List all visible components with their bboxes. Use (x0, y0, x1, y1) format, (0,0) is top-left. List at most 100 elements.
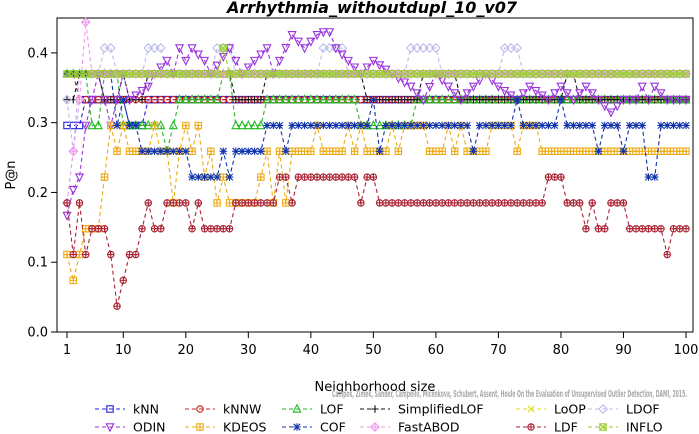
series-line (67, 73, 686, 152)
data-point (419, 199, 428, 207)
legend-item-simplifiedlof: SimplifiedLOF (360, 402, 484, 417)
data-point (675, 147, 684, 156)
data-point (600, 225, 609, 233)
data-point (650, 82, 660, 92)
data-point (438, 199, 446, 207)
data-point (207, 147, 215, 156)
data-point (99, 95, 110, 106)
data-point (413, 121, 421, 130)
data-point (94, 225, 103, 233)
data-point (575, 199, 584, 207)
data-point (425, 147, 434, 156)
data-point (512, 43, 523, 53)
data-point (138, 95, 146, 104)
data-point (563, 199, 571, 207)
data-point (669, 225, 678, 233)
data-point (650, 147, 659, 156)
data-point (619, 199, 628, 207)
data-point (288, 121, 296, 130)
data-point (213, 199, 221, 207)
data-point (606, 108, 616, 118)
data-point (400, 199, 409, 207)
data-point (275, 121, 284, 130)
data-point (80, 17, 91, 28)
legend-marker (598, 404, 608, 414)
data-point (119, 121, 128, 130)
data-point (493, 82, 504, 92)
data-point (450, 147, 459, 156)
data-point (582, 225, 590, 233)
y-tick-label: 0.3 (27, 116, 48, 131)
data-point (231, 120, 241, 130)
data-point (575, 147, 584, 156)
data-point (418, 95, 428, 106)
data-point (212, 61, 222, 71)
series-lof (62, 68, 691, 156)
data-point (174, 94, 185, 104)
data-point (188, 147, 196, 156)
data-point (325, 94, 335, 104)
data-point (350, 147, 359, 156)
data-point (294, 173, 303, 181)
data-point (430, 43, 441, 53)
data-point (306, 37, 316, 47)
data-point (576, 121, 584, 130)
data-point (432, 121, 440, 130)
data-point (307, 121, 315, 130)
y-tick-label: 0.2 (27, 186, 48, 201)
data-point (656, 89, 666, 99)
data-point (282, 147, 290, 155)
data-point (243, 120, 253, 130)
data-point (207, 173, 215, 181)
data-point (588, 199, 596, 207)
data-point (482, 199, 490, 207)
data-point (256, 120, 266, 130)
data-point (544, 147, 553, 156)
data-point (331, 94, 341, 104)
data-point (676, 121, 684, 130)
data-point (375, 95, 384, 104)
data-point (488, 95, 496, 104)
data-point (137, 87, 147, 97)
data-point (163, 199, 171, 207)
data-point (475, 199, 484, 207)
data-point (437, 94, 447, 104)
data-point (156, 63, 166, 73)
legend-item-loop: LoOP (516, 402, 586, 417)
data-point (432, 199, 440, 207)
legend-label: KDEOS (223, 420, 267, 434)
data-point (394, 121, 403, 130)
data-point (450, 199, 459, 207)
data-point (318, 94, 328, 104)
data-point (294, 121, 303, 130)
y-axis: 0.0 0.1 0.2 0.3 0.4 (27, 46, 57, 341)
data-point (174, 44, 185, 54)
data-point (307, 147, 315, 156)
data-point (682, 147, 690, 156)
data-point (344, 121, 353, 130)
data-point (613, 199, 621, 207)
data-point (581, 82, 591, 92)
data-point (63, 250, 71, 259)
data-point (157, 225, 165, 233)
data-point (312, 30, 322, 41)
data-point (263, 199, 271, 207)
data-point (407, 199, 415, 207)
data-point (82, 224, 90, 233)
legend-marker (527, 405, 535, 413)
data-point (463, 199, 471, 207)
data-point (425, 82, 435, 93)
data-point (350, 63, 360, 73)
data-point (225, 173, 234, 181)
data-point (513, 199, 521, 207)
data-point (62, 211, 72, 221)
data-point (219, 225, 228, 233)
data-point (182, 147, 190, 155)
data-point (187, 44, 197, 54)
data-point (568, 95, 579, 106)
x-tick-label: 30 (240, 343, 257, 358)
legend-item-ldof: LDOF (588, 402, 660, 417)
data-point (282, 173, 290, 181)
data-point (644, 173, 653, 181)
data-point (544, 173, 553, 181)
